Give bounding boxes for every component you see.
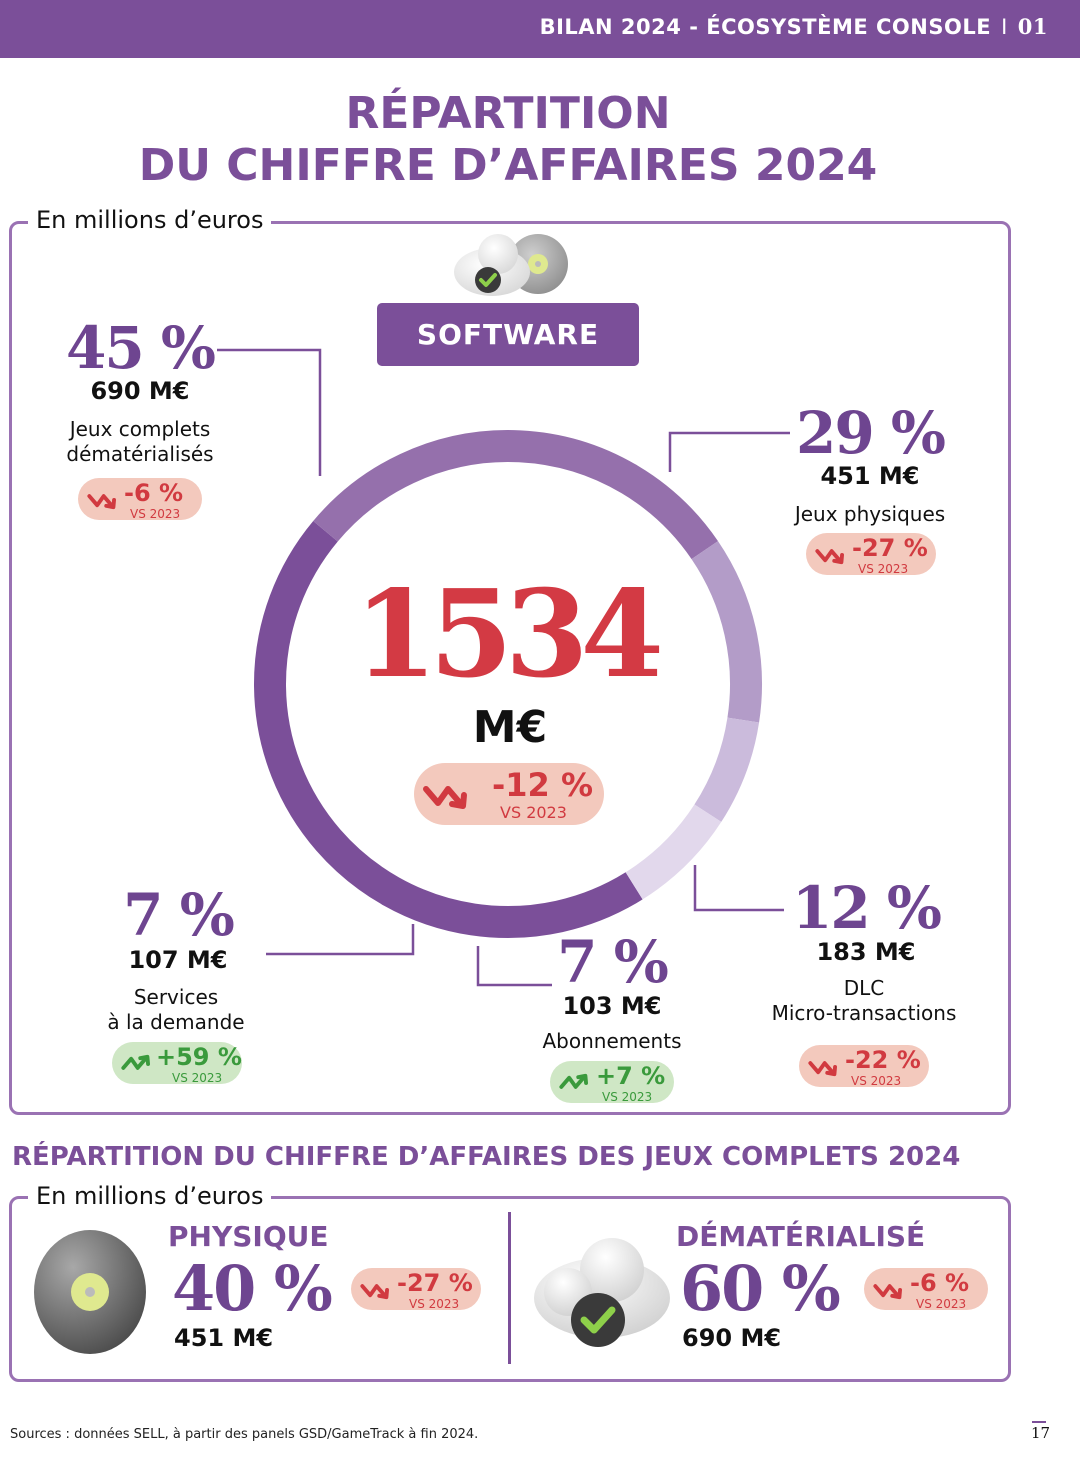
segment-change-badge: +59 % VS 2023: [112, 1042, 242, 1084]
segment-amount: 451 M€: [780, 462, 960, 490]
total-change-badge: -12 % VS 2023: [414, 763, 604, 825]
segment-label: Jeux physiques: [760, 502, 980, 527]
dematerialise-change-value: -6 %: [910, 1269, 969, 1297]
segment-label-line: DLC: [754, 976, 974, 1001]
trend-down-icon: [872, 1277, 906, 1303]
segment-label-line: Services: [66, 985, 286, 1010]
trend-down-icon: [422, 775, 472, 815]
page-number: 17: [1031, 1424, 1050, 1442]
leader-line: [670, 433, 790, 472]
physique-title: PHYSIQUE: [168, 1220, 328, 1253]
segment-label: Services à la demande: [66, 985, 286, 1035]
sub-unit-label: En millions d’euros: [28, 1182, 271, 1210]
sources-note: Sources : données SELL, à partir des pan…: [10, 1427, 478, 1442]
segment-change-badge: -22 % VS 2023: [799, 1045, 929, 1087]
segment-label-line: dématérialisés: [30, 442, 250, 467]
segment-label-line: Micro-transactions: [754, 1001, 974, 1026]
sub-divider: [508, 1212, 511, 1364]
segment-change-value: +7 %: [596, 1062, 665, 1090]
segment-pct: 12 %: [776, 874, 956, 942]
segment-label-line: à la demande: [66, 1010, 286, 1035]
total-unit: M€: [410, 702, 610, 753]
page-number-bar: [1032, 1421, 1046, 1423]
segment-amount: 690 M€: [52, 377, 228, 405]
trend-up-icon: [120, 1051, 154, 1077]
cloud-check-icon: [532, 1236, 672, 1348]
trend-down-icon: [807, 1054, 841, 1080]
disc-icon: [30, 1228, 152, 1358]
leader-line: [266, 924, 413, 954]
segment-change-value: +59 %: [156, 1043, 242, 1071]
segment-label: Abonnements: [502, 1029, 722, 1054]
sub-section-title: RÉPARTITION DU CHIFFRE D’AFFAIRES DES JE…: [12, 1142, 960, 1172]
leader-line: [695, 865, 784, 910]
segment-change-badge: +7 % VS 2023: [550, 1061, 674, 1103]
segment-pct: 7 %: [522, 928, 702, 996]
physique-change-value: -27 %: [397, 1269, 473, 1297]
segment-label: DLC Micro-transactions: [754, 976, 974, 1026]
donut-slice: [708, 720, 743, 813]
segment-amount: 103 M€: [522, 992, 702, 1020]
trend-up-icon: [558, 1070, 592, 1096]
segment-label-line: Abonnements: [502, 1029, 722, 1054]
segment-change-value: -22 %: [845, 1046, 921, 1074]
dematerialise-amount: 690 M€: [682, 1324, 781, 1352]
dematerialise-change-badge: -6 % VS 2023: [864, 1268, 988, 1310]
segment-label-line: Jeux physiques: [760, 502, 980, 527]
segment-amount: 107 M€: [88, 946, 268, 974]
total-change-vs: VS 2023: [500, 803, 567, 822]
segment-label-line: Jeux complets: [30, 417, 250, 442]
segment-pct: 45 %: [52, 314, 228, 382]
total-change-value: -12 %: [492, 766, 593, 804]
total-value: 1534: [330, 565, 680, 705]
segment-change-vs: VS 2023: [851, 1074, 901, 1088]
segment-pct: 7 %: [88, 881, 268, 949]
segment-pct: 29 %: [780, 399, 960, 467]
dematerialise-pct: 60 %: [680, 1252, 839, 1325]
donut-slice: [705, 550, 746, 720]
physique-pct: 40 %: [172, 1252, 331, 1325]
segment-change-value: -6 %: [124, 479, 183, 507]
donut-slice: [325, 446, 704, 550]
segment-change-vs: VS 2023: [602, 1090, 652, 1104]
segment-change-vs: VS 2023: [858, 562, 908, 576]
segment-label: Jeux complets dématérialisés: [30, 417, 250, 467]
trend-down-icon: [86, 487, 120, 513]
segment-change-vs: VS 2023: [130, 507, 180, 521]
physique-amount: 451 M€: [174, 1324, 273, 1352]
dematerialise-title: DÉMATÉRIALISÉ: [676, 1220, 925, 1253]
segment-amount: 183 M€: [776, 938, 956, 966]
trend-down-icon: [359, 1277, 393, 1303]
segment-change-badge: -27 % VS 2023: [806, 533, 936, 575]
software-label: SOFTWARE: [377, 303, 639, 366]
donut-slice: [634, 813, 708, 886]
segment-change-vs: VS 2023: [172, 1071, 222, 1085]
physique-change-badge: -27 % VS 2023: [351, 1268, 481, 1310]
trend-down-icon: [814, 542, 848, 568]
physique-change-vs: VS 2023: [409, 1297, 459, 1311]
dematerialise-change-vs: VS 2023: [916, 1297, 966, 1311]
segment-change-value: -27 %: [852, 534, 928, 562]
cloud-disc-icon: [450, 228, 570, 300]
segment-change-badge: -6 % VS 2023: [78, 478, 202, 520]
